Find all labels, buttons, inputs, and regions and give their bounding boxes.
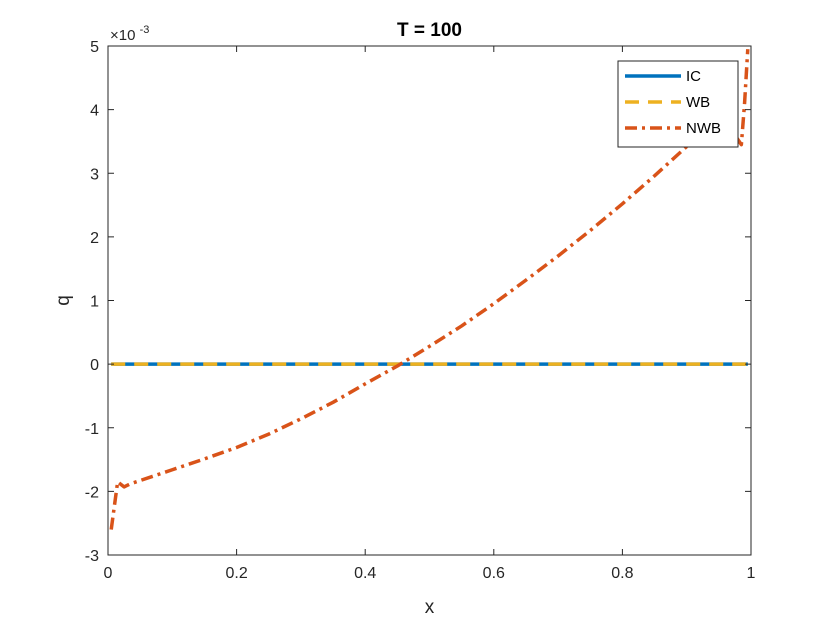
y-tick-label: 0 [90,357,99,374]
y-axis-multiplier-exponent: -3 [140,24,150,36]
y-tick-label: 2 [90,230,99,247]
x-tick-label: 0.2 [225,565,247,582]
x-tick-label: 0.4 [354,565,376,582]
y-axis-multiplier-base: ×10 [110,27,135,44]
y-tick-label: -2 [85,484,99,501]
y-tick-label: -3 [85,548,99,565]
x-tick-label: 0.8 [611,565,633,582]
y-tick-label: 4 [90,103,99,120]
y-tick-label: 3 [90,166,99,183]
x-tick-label: 1 [747,565,756,582]
y-tick-label: -1 [85,421,99,438]
x-axis-label: x [425,597,435,618]
axes-layer: 0 0.2 0.4 0.6 0.8 1 -3 -2 -1 0 1 2 3 4 5 [85,39,756,582]
x-tick-label: 0.6 [483,565,505,582]
legend: IC WB NWB [617,60,739,148]
chart-title: T = 100 [397,20,462,41]
y-tick-label: 1 [90,294,99,311]
legend-label-ic: IC [686,68,701,85]
y-axis-multiplier: ×10 -3 [110,24,149,44]
legend-label-nwb: NWB [686,120,721,137]
y-tick-label: 5 [90,39,99,56]
x-tick-label: 0 [104,565,113,582]
legend-label-wb: WB [686,94,710,111]
y-axis-label: q [53,295,74,306]
